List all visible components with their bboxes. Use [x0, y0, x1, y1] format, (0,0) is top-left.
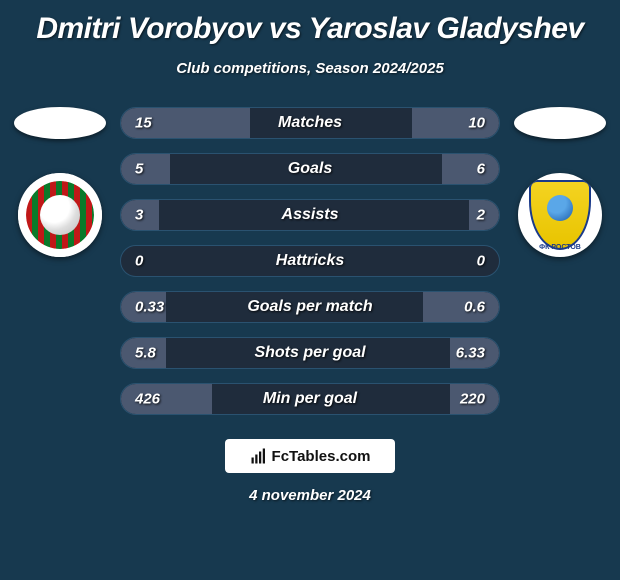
stat-bar-right	[423, 292, 499, 322]
player-left-photo-placeholder	[14, 107, 106, 139]
brand-badge: FcTables.com	[225, 439, 395, 473]
stat-label: Matches	[278, 114, 342, 132]
main-area: 15 10 Matches 5 6 Goals 3 2 Assists 0 0 Hattricks 0.…	[0, 107, 620, 415]
stat-row: 0 0 Hattricks	[120, 245, 500, 277]
subtitle: Club competitions, Season 2024/2025	[0, 60, 620, 77]
stat-value-left: 426	[135, 391, 160, 408]
stat-label: Goals	[288, 160, 332, 178]
stat-row: 5.8 6.33 Shots per goal	[120, 337, 500, 369]
stat-bar-right	[442, 154, 499, 184]
stat-value-right: 2	[477, 207, 485, 224]
stat-value-right: 6.33	[456, 345, 485, 362]
stat-value-left: 3	[135, 207, 143, 224]
stat-label: Min per goal	[263, 390, 357, 408]
brand-text: FcTables.com	[272, 448, 371, 465]
title: Dmitri Vorobyov vs Yaroslav Gladyshev	[0, 8, 620, 50]
stat-row: 5 6 Goals	[120, 153, 500, 185]
stat-value-left: 5.8	[135, 345, 156, 362]
stat-row: 15 10 Matches	[120, 107, 500, 139]
stat-value-right: 6	[477, 161, 485, 178]
comparison-card: Dmitri Vorobyov vs Yaroslav Gladyshev Cl…	[0, 0, 620, 580]
stat-value-right: 220	[460, 391, 485, 408]
brand-icon	[250, 447, 268, 465]
stat-value-left: 15	[135, 115, 152, 132]
stat-value-right: 0.6	[464, 299, 485, 316]
stat-bar-right	[412, 108, 499, 138]
stat-label: Hattricks	[276, 252, 344, 270]
stat-row: 0.33 0.6 Goals per match	[120, 291, 500, 323]
stat-label: Assists	[282, 206, 339, 224]
club-left-crest	[18, 173, 102, 257]
date: 4 november 2024	[0, 487, 620, 504]
stats-list: 15 10 Matches 5 6 Goals 3 2 Assists 0 0 Hattricks 0.…	[110, 107, 510, 415]
stat-value-left: 0	[135, 253, 143, 270]
player-right-photo-placeholder	[514, 107, 606, 139]
player-left-column	[10, 107, 110, 257]
stat-value-left: 0.33	[135, 299, 164, 316]
club-right-crest: ФК РОСТОВ	[518, 173, 602, 257]
player-right-column: ФК РОСТОВ	[510, 107, 610, 257]
stat-row: 426 220 Min per goal	[120, 383, 500, 415]
stat-row: 3 2 Assists	[120, 199, 500, 231]
stat-label: Goals per match	[247, 298, 372, 316]
stat-value-right: 10	[468, 115, 485, 132]
stat-bar-left	[121, 154, 170, 184]
stat-value-right: 0	[477, 253, 485, 270]
stat-value-left: 5	[135, 161, 143, 178]
stat-label: Shots per goal	[254, 344, 365, 362]
